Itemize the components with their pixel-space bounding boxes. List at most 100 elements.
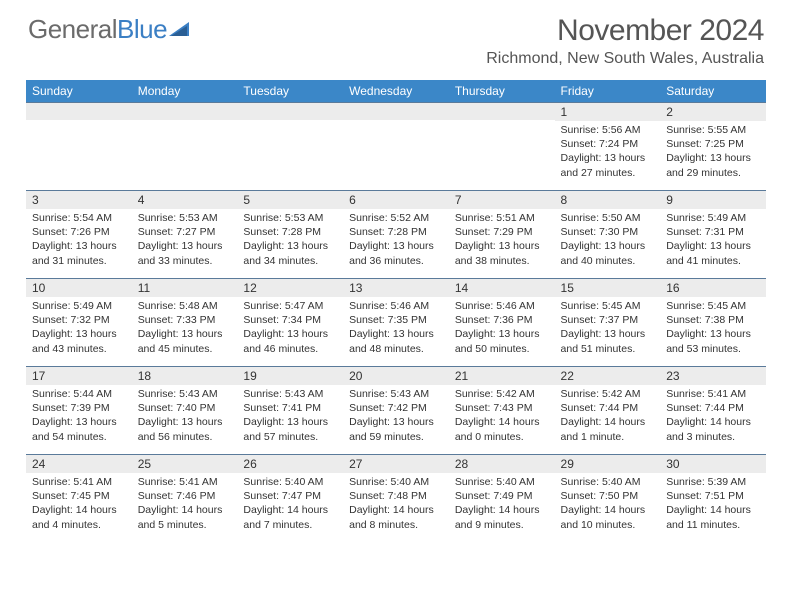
day-number: 29 — [555, 454, 661, 473]
sunrise-text: Sunrise: 5:45 AM — [666, 299, 760, 313]
triangle-icon — [169, 14, 193, 45]
sunrise-text: Sunrise: 5:49 AM — [666, 211, 760, 225]
calendar-cell: 2Sunrise: 5:55 AMSunset: 7:25 PMDaylight… — [660, 102, 766, 190]
sunset-text: Sunset: 7:39 PM — [32, 401, 126, 415]
daylight-text: Daylight: 13 hours and 38 minutes. — [455, 239, 549, 267]
day-number: 10 — [26, 278, 132, 297]
sunset-text: Sunset: 7:28 PM — [349, 225, 443, 239]
daylight-text: Daylight: 13 hours and 29 minutes. — [666, 151, 760, 179]
sunrise-text: Sunrise: 5:42 AM — [455, 387, 549, 401]
sunrise-text: Sunrise: 5:43 AM — [138, 387, 232, 401]
sunset-text: Sunset: 7:28 PM — [243, 225, 337, 239]
day-number: 11 — [132, 278, 238, 297]
day-details: Sunrise: 5:42 AMSunset: 7:43 PMDaylight:… — [449, 385, 555, 448]
day-details: Sunrise: 5:40 AMSunset: 7:47 PMDaylight:… — [237, 473, 343, 536]
weekday-header: Wednesday — [343, 80, 449, 102]
sunrise-text: Sunrise: 5:55 AM — [666, 123, 760, 137]
day-number: 16 — [660, 278, 766, 297]
calendar-cell: 24Sunrise: 5:41 AMSunset: 7:45 PMDayligh… — [26, 454, 132, 542]
day-number: 26 — [237, 454, 343, 473]
sunrise-text: Sunrise: 5:42 AM — [561, 387, 655, 401]
calendar-cell: 25Sunrise: 5:41 AMSunset: 7:46 PMDayligh… — [132, 454, 238, 542]
day-details: Sunrise: 5:56 AMSunset: 7:24 PMDaylight:… — [555, 121, 661, 184]
day-details: Sunrise: 5:54 AMSunset: 7:26 PMDaylight:… — [26, 209, 132, 272]
daylight-text: Daylight: 13 hours and 27 minutes. — [561, 151, 655, 179]
weekday-header: Friday — [555, 80, 661, 102]
sunrise-text: Sunrise: 5:53 AM — [243, 211, 337, 225]
empty-day — [237, 102, 343, 120]
logo-text-2: Blue — [117, 14, 167, 45]
sunset-text: Sunset: 7:46 PM — [138, 489, 232, 503]
daylight-text: Daylight: 13 hours and 46 minutes. — [243, 327, 337, 355]
calendar-cell: 28Sunrise: 5:40 AMSunset: 7:49 PMDayligh… — [449, 454, 555, 542]
day-details: Sunrise: 5:52 AMSunset: 7:28 PMDaylight:… — [343, 209, 449, 272]
day-details: Sunrise: 5:55 AMSunset: 7:25 PMDaylight:… — [660, 121, 766, 184]
calendar-row: 3Sunrise: 5:54 AMSunset: 7:26 PMDaylight… — [26, 190, 766, 278]
day-number: 14 — [449, 278, 555, 297]
sunrise-text: Sunrise: 5:52 AM — [349, 211, 443, 225]
day-number: 9 — [660, 190, 766, 209]
calendar-cell: 15Sunrise: 5:45 AMSunset: 7:37 PMDayligh… — [555, 278, 661, 366]
day-details: Sunrise: 5:41 AMSunset: 7:46 PMDaylight:… — [132, 473, 238, 536]
day-number: 4 — [132, 190, 238, 209]
weekday-header: Monday — [132, 80, 238, 102]
sunrise-text: Sunrise: 5:41 AM — [138, 475, 232, 489]
day-details: Sunrise: 5:49 AMSunset: 7:31 PMDaylight:… — [660, 209, 766, 272]
daylight-text: Daylight: 14 hours and 4 minutes. — [32, 503, 126, 531]
daylight-text: Daylight: 13 hours and 34 minutes. — [243, 239, 337, 267]
sunset-text: Sunset: 7:48 PM — [349, 489, 443, 503]
calendar-cell: 17Sunrise: 5:44 AMSunset: 7:39 PMDayligh… — [26, 366, 132, 454]
day-details: Sunrise: 5:41 AMSunset: 7:44 PMDaylight:… — [660, 385, 766, 448]
daylight-text: Daylight: 14 hours and 5 minutes. — [138, 503, 232, 531]
sunrise-text: Sunrise: 5:41 AM — [666, 387, 760, 401]
calendar-cell: 23Sunrise: 5:41 AMSunset: 7:44 PMDayligh… — [660, 366, 766, 454]
calendar-row: 1Sunrise: 5:56 AMSunset: 7:24 PMDaylight… — [26, 102, 766, 190]
sunset-text: Sunset: 7:43 PM — [455, 401, 549, 415]
daylight-text: Daylight: 14 hours and 1 minute. — [561, 415, 655, 443]
day-details: Sunrise: 5:42 AMSunset: 7:44 PMDaylight:… — [555, 385, 661, 448]
calendar-table: Sunday Monday Tuesday Wednesday Thursday… — [26, 80, 766, 542]
calendar-cell: 12Sunrise: 5:47 AMSunset: 7:34 PMDayligh… — [237, 278, 343, 366]
weekday-header-row: Sunday Monday Tuesday Wednesday Thursday… — [26, 80, 766, 102]
calendar-row: 24Sunrise: 5:41 AMSunset: 7:45 PMDayligh… — [26, 454, 766, 542]
sunrise-text: Sunrise: 5:40 AM — [455, 475, 549, 489]
sunset-text: Sunset: 7:33 PM — [138, 313, 232, 327]
sunset-text: Sunset: 7:26 PM — [32, 225, 126, 239]
day-number: 21 — [449, 366, 555, 385]
sunrise-text: Sunrise: 5:54 AM — [32, 211, 126, 225]
sunset-text: Sunset: 7:24 PM — [561, 137, 655, 151]
empty-day — [132, 102, 238, 120]
day-details: Sunrise: 5:43 AMSunset: 7:41 PMDaylight:… — [237, 385, 343, 448]
empty-day — [449, 102, 555, 120]
calendar-cell: 29Sunrise: 5:40 AMSunset: 7:50 PMDayligh… — [555, 454, 661, 542]
day-number: 3 — [26, 190, 132, 209]
calendar-cell: 13Sunrise: 5:46 AMSunset: 7:35 PMDayligh… — [343, 278, 449, 366]
daylight-text: Daylight: 14 hours and 9 minutes. — [455, 503, 549, 531]
calendar-cell: 6Sunrise: 5:52 AMSunset: 7:28 PMDaylight… — [343, 190, 449, 278]
daylight-text: Daylight: 13 hours and 48 minutes. — [349, 327, 443, 355]
calendar-cell: 9Sunrise: 5:49 AMSunset: 7:31 PMDaylight… — [660, 190, 766, 278]
calendar-cell: 20Sunrise: 5:43 AMSunset: 7:42 PMDayligh… — [343, 366, 449, 454]
calendar-cell: 21Sunrise: 5:42 AMSunset: 7:43 PMDayligh… — [449, 366, 555, 454]
day-number: 23 — [660, 366, 766, 385]
sunset-text: Sunset: 7:32 PM — [32, 313, 126, 327]
calendar-cell: 18Sunrise: 5:43 AMSunset: 7:40 PMDayligh… — [132, 366, 238, 454]
sunset-text: Sunset: 7:50 PM — [561, 489, 655, 503]
calendar-cell: 4Sunrise: 5:53 AMSunset: 7:27 PMDaylight… — [132, 190, 238, 278]
day-details: Sunrise: 5:45 AMSunset: 7:38 PMDaylight:… — [660, 297, 766, 360]
daylight-text: Daylight: 13 hours and 43 minutes. — [32, 327, 126, 355]
sunset-text: Sunset: 7:35 PM — [349, 313, 443, 327]
daylight-text: Daylight: 13 hours and 45 minutes. — [138, 327, 232, 355]
sunrise-text: Sunrise: 5:40 AM — [561, 475, 655, 489]
day-number: 20 — [343, 366, 449, 385]
day-details: Sunrise: 5:46 AMSunset: 7:36 PMDaylight:… — [449, 297, 555, 360]
sunrise-text: Sunrise: 5:40 AM — [349, 475, 443, 489]
sunset-text: Sunset: 7:34 PM — [243, 313, 337, 327]
sunset-text: Sunset: 7:45 PM — [32, 489, 126, 503]
day-details: Sunrise: 5:40 AMSunset: 7:49 PMDaylight:… — [449, 473, 555, 536]
day-details: Sunrise: 5:40 AMSunset: 7:50 PMDaylight:… — [555, 473, 661, 536]
day-details: Sunrise: 5:41 AMSunset: 7:45 PMDaylight:… — [26, 473, 132, 536]
day-details: Sunrise: 5:48 AMSunset: 7:33 PMDaylight:… — [132, 297, 238, 360]
daylight-text: Daylight: 13 hours and 57 minutes. — [243, 415, 337, 443]
calendar-cell: 5Sunrise: 5:53 AMSunset: 7:28 PMDaylight… — [237, 190, 343, 278]
